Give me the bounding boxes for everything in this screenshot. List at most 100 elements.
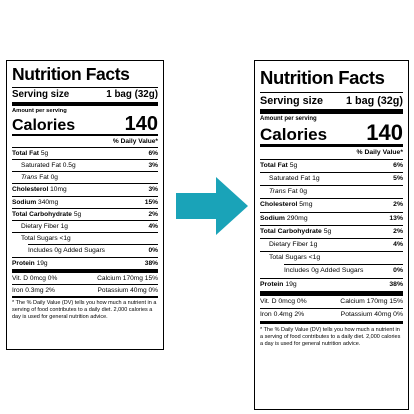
nutrient-name: Total Sugars	[269, 254, 307, 262]
nutrient-dv: 3%	[148, 186, 158, 194]
amount-per-serving: Amount per serving	[260, 115, 317, 122]
nutrient-amount: <1g	[59, 235, 71, 243]
nutrient-dv: 3%	[148, 161, 158, 169]
nutrient-row: Total Sugars <1g	[12, 233, 158, 244]
vitamin-item: Vit. D 0mcg 0%	[260, 297, 307, 305]
nutrient-name: Total Carbohydrate	[12, 210, 72, 218]
vitamin-item: Vit. D 0mcg 0%	[12, 274, 58, 282]
label-title: Nutrition Facts	[260, 67, 385, 88]
calories-row: Calories 140	[260, 119, 403, 145]
nutrient-dv: 15%	[144, 198, 158, 206]
nutrient-name: Total Fat	[12, 149, 39, 157]
nutrient-name: Includes 0g Added Sugars	[284, 267, 364, 275]
serving-size-value: 1 bag (32g)	[346, 94, 403, 107]
nutrient-row: Total Carbohydrate 5g 2%	[260, 226, 403, 238]
nutrient-name: Sodium	[12, 198, 37, 206]
nutrient-name: Includes 0g Added Sugars	[28, 247, 105, 255]
nutrient-amount: 1g	[312, 174, 320, 182]
nutrient-dv: 2%	[148, 210, 158, 218]
nutrient-amount: 290mg	[286, 214, 308, 222]
serving-size-value: 1 bag (32g)	[106, 88, 158, 100]
vitamin-row: Vit. D 0mcg 0% Calcium 170mg 15%	[12, 273, 158, 284]
nutrition-label-before: Nutrition Facts Serving size 1 bag (32g)…	[6, 60, 164, 350]
nutrient-name: Saturated Fat	[21, 161, 61, 169]
nutrient-row: Cholesterol 10mg 3%	[12, 184, 158, 195]
nutrient-row: Total Carbohydrate 5g 2%	[12, 209, 158, 220]
nutrient-dv: 2%	[393, 201, 403, 209]
nutrient-dv: 6%	[148, 149, 158, 157]
nutrition-label-after: Nutrition Facts Serving size 1 bag (32g)…	[254, 60, 409, 410]
nutrient-amount: 0.5g	[62, 161, 76, 169]
nutrient-name: Total Carbohydrate	[260, 227, 322, 235]
nutrient-dv: 0%	[393, 267, 403, 275]
nutrient-row: Trans Fat 0g	[12, 172, 158, 183]
daily-value-header: % Daily Value*	[356, 148, 403, 156]
nutrient-row: Protein 19g 38%	[12, 258, 158, 269]
nutrient-name: Cholesterol	[260, 201, 298, 209]
nutrient-amount: 19g	[285, 280, 297, 288]
calories-label: Calories	[12, 116, 76, 134]
nutrient-amount: 5g	[289, 161, 298, 169]
vitamin-item: Iron 0.3mg 2%	[12, 286, 55, 294]
vitamin-row: Iron 0.4mg 2% Potassium 40mg 0%	[260, 309, 403, 321]
nutrient-amount: 19g	[36, 259, 48, 267]
nutrient-amount: 5g	[323, 227, 332, 235]
nutrient-name: Dietary Fiber	[269, 240, 308, 248]
serving-size-label: Serving size	[12, 88, 70, 100]
calories-value: 140	[124, 112, 158, 135]
nutrient-name: Protein	[12, 259, 35, 267]
vitamin-item: Iron 0.4mg 2%	[260, 310, 305, 318]
footnote: * The % Daily Value (DV) tells you how m…	[12, 300, 157, 320]
nutrient-amount: Fat 0g	[39, 174, 58, 182]
nutrient-row: Includes 0g Added Sugars 0%	[260, 265, 403, 277]
nutrient-name: Total Fat	[260, 161, 288, 169]
nutrient-name: Saturated Fat	[269, 174, 311, 182]
vitamin-row: Iron 0.3mg 2% Potassium 40mg 0%	[12, 285, 158, 296]
nutrient-dv: 2%	[393, 227, 403, 235]
vitamin-item: Potassium 40mg 0%	[340, 310, 403, 318]
nutrient-name: Protein	[260, 280, 284, 288]
nutrient-name: Dietary Fiber	[21, 222, 59, 230]
serving-size-row: Serving size 1 bag (32g)	[260, 93, 403, 109]
nutrient-row: Total Fat 5g 6%	[260, 160, 403, 172]
nutrient-amount: 10mg	[50, 186, 67, 194]
nutrient-row: Sodium 290mg 13%	[260, 213, 403, 225]
nutrient-amount: 5g	[40, 149, 49, 157]
serving-size-label: Serving size	[260, 94, 324, 107]
nutrient-dv: 13%	[389, 214, 403, 222]
nutrient-amount: 5g	[73, 210, 82, 218]
nutrient-dv: 4%	[393, 240, 403, 248]
vitamin-item: Potassium 40mg 0%	[97, 286, 158, 294]
nutrient-amount: 1g	[60, 222, 68, 230]
vitamin-item: Calcium 170mg 15%	[340, 297, 403, 305]
nutrient-row: Trans Fat 0g	[260, 186, 403, 198]
calories-row: Calories 140	[12, 114, 158, 134]
calories-label: Calories	[260, 124, 328, 144]
nutrient-row: Protein 19g 38%	[260, 279, 403, 291]
nutrient-amount: 1g	[309, 240, 318, 248]
nutrient-amount: Fat 0g	[287, 188, 308, 196]
nutrient-name: Trans	[21, 174, 38, 182]
calories-value: 140	[366, 119, 403, 145]
nutrient-amount: 5mg	[299, 201, 313, 209]
nutrient-dv: 6%	[393, 161, 403, 169]
vitamin-item: Calcium 170mg 15%	[97, 274, 158, 282]
vitamin-row: Vit. D 0mcg 0% Calcium 170mg 15%	[260, 296, 403, 308]
nutrient-name: Sodium	[260, 214, 285, 222]
nutrient-dv: 4%	[148, 222, 158, 230]
nutrient-name: Cholesterol	[12, 186, 49, 194]
nutrient-dv: 38%	[144, 259, 158, 267]
nutrient-row: Dietary Fiber 1g 4%	[12, 221, 158, 232]
nutrient-row: Sodium 340mg 15%	[12, 197, 158, 208]
serving-size-row: Serving size 1 bag (32g)	[12, 88, 158, 102]
nutrient-row: Includes 0g Added Sugars 0%	[12, 245, 158, 256]
nutrient-row: Total Sugars <1g	[260, 252, 403, 264]
arrow-right-icon	[176, 177, 248, 235]
nutrient-amount: 340mg	[38, 198, 59, 206]
daily-value-header: % Daily Value*	[112, 137, 158, 145]
footnote: * The % Daily Value (DV) tells you how m…	[260, 327, 401, 347]
nutrient-dv: 38%	[389, 280, 403, 288]
nutrient-row: Dietary Fiber 1g 4%	[260, 239, 403, 251]
label-title: Nutrition Facts	[12, 64, 130, 84]
amount-per-serving: Amount per serving	[12, 107, 67, 114]
